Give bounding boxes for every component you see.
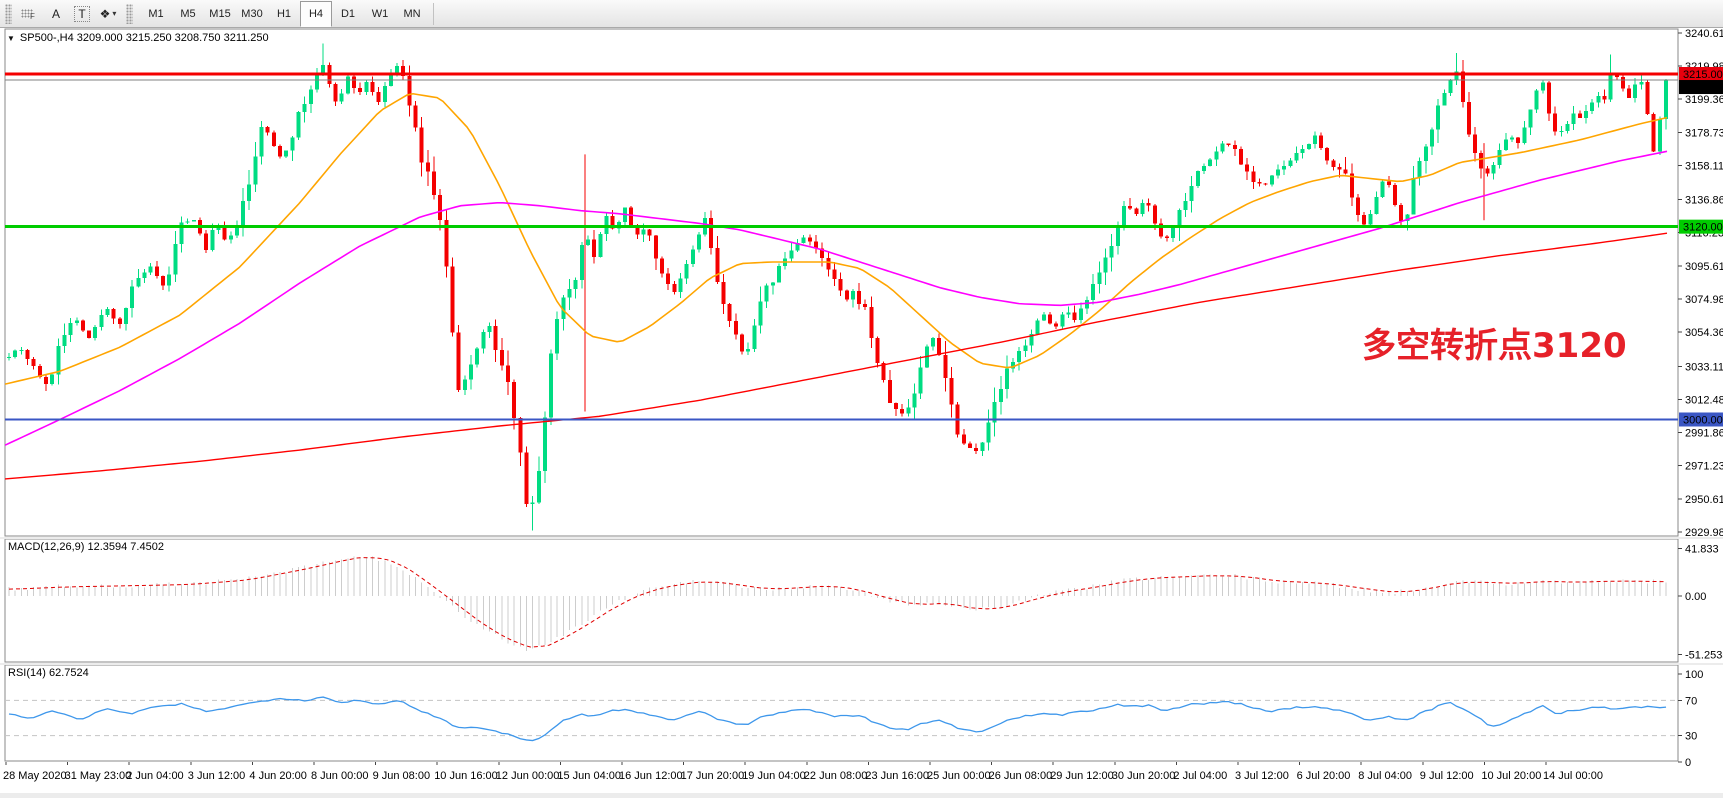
- svg-text:17 Jun 20:00: 17 Jun 20:00: [681, 770, 745, 782]
- svg-text:3054.360: 3054.360: [1685, 327, 1723, 339]
- svg-text:28 May 2020: 28 May 2020: [3, 770, 67, 782]
- rsi-pane: [5, 696, 1678, 742]
- svg-text:2 Jul 04:00: 2 Jul 04:00: [1173, 770, 1227, 782]
- tf-button-M5[interactable]: M5: [180, 7, 196, 20]
- moving-averages: [5, 92, 1668, 480]
- tf-button-M30[interactable]: M30: [241, 7, 263, 20]
- svg-text:3199.360: 3199.360: [1685, 94, 1723, 106]
- price-axis[interactable]: 3240.6103219.9853199.3603178.7353158.110…: [1678, 28, 1723, 539]
- macd-axis[interactable]: 41.833 0.00 -51.2535: [1678, 543, 1723, 661]
- toolbar-drag-handle[interactable]: [5, 3, 12, 24]
- svg-text:12 Jun 00:00: 12 Jun 00:00: [496, 770, 560, 782]
- svg-text:31 May 23:00: 31 May 23:00: [65, 770, 132, 782]
- toolbar-separator: [433, 2, 434, 25]
- tf-button-M15[interactable]: M15: [209, 7, 231, 20]
- svg-text:26 Jun 08:00: 26 Jun 08:00: [989, 770, 1053, 782]
- tf-button-H4[interactable]: H4: [300, 0, 332, 27]
- timeframe-group: M1 M5 M15 M30 H1 H4 D1 W1 MN: [140, 0, 428, 27]
- svg-text:2971.235: 2971.235: [1685, 461, 1723, 473]
- svg-text:9 Jul 12:00: 9 Jul 12:00: [1420, 770, 1474, 782]
- tf-button-W1[interactable]: W1: [371, 7, 389, 20]
- svg-text:15 Jun 04:00: 15 Jun 04:00: [557, 770, 621, 782]
- svg-text:8 Jul 04:00: 8 Jul 04:00: [1358, 770, 1412, 782]
- svg-text:3 Jun 12:00: 3 Jun 12:00: [188, 770, 246, 782]
- svg-text:3178.735: 3178.735: [1685, 127, 1723, 139]
- svg-text:0.00: 0.00: [1685, 591, 1706, 603]
- tf-button-MN[interactable]: MN: [403, 7, 421, 20]
- svg-text:70: 70: [1685, 695, 1697, 707]
- svg-text:29 Jun 12:00: 29 Jun 12:00: [1050, 770, 1114, 782]
- svg-text:3120.000: 3120.000: [1683, 222, 1723, 234]
- macd-pane: [8, 556, 1667, 651]
- svg-text:3158.110: 3158.110: [1685, 160, 1723, 172]
- svg-text:3000.000: 3000.000: [1683, 414, 1723, 426]
- svg-text:3012.485: 3012.485: [1685, 394, 1723, 406]
- svg-text:4 Jun 20:00: 4 Jun 20:00: [249, 770, 307, 782]
- arrows-tool-icon-caret[interactable]: ▾: [112, 9, 117, 18]
- svg-text:3 Jul 12:00: 3 Jul 12:00: [1235, 770, 1289, 782]
- toolbar: F A T ❖ ▾ M1 M5 M15 M30 H1 H4 D1 W1 MN: [0, 0, 1723, 28]
- svg-text:2950.610: 2950.610: [1685, 494, 1723, 506]
- chart-grid-f-icon[interactable]: F: [17, 2, 43, 26]
- chart-canvas[interactable]: 3240.6103219.9853199.3603178.7353158.110…: [0, 28, 1723, 793]
- arrows-tool-icon[interactable]: ❖ ▾: [99, 6, 117, 21]
- svg-text:19 Jun 04:00: 19 Jun 04:00: [742, 770, 806, 782]
- drawing-tools-group: F A T ❖ ▾: [17, 2, 121, 26]
- svg-text:3136.860: 3136.860: [1685, 195, 1723, 207]
- svg-text:0: 0: [1685, 757, 1691, 769]
- svg-text:10 Jun 16:00: 10 Jun 16:00: [434, 770, 498, 782]
- svg-text:30 Jun 20:00: 30 Jun 20:00: [1112, 770, 1176, 782]
- rsi-axis[interactable]: 100 70 30 0: [1678, 669, 1703, 769]
- svg-text:2 Jun 04:00: 2 Jun 04:00: [126, 770, 184, 782]
- timeframe-toolbar-drag-handle[interactable]: [126, 3, 133, 24]
- text-box-t-icon[interactable]: T: [69, 2, 95, 26]
- tf-button-M1[interactable]: M1: [148, 7, 164, 20]
- svg-text:3240.610: 3240.610: [1685, 28, 1723, 40]
- svg-text:25 Jun 00:00: 25 Jun 00:00: [927, 770, 991, 782]
- chart-area[interactable]: 3240.6103219.9853199.3603178.7353158.110…: [0, 28, 1723, 793]
- svg-text:23 Jun 16:00: 23 Jun 16:00: [865, 770, 929, 782]
- svg-text:-51.2535: -51.2535: [1685, 649, 1723, 661]
- svg-text:100: 100: [1685, 669, 1703, 681]
- svg-text:3095.610: 3095.610: [1685, 261, 1723, 273]
- tf-button-H1[interactable]: H1: [276, 7, 292, 20]
- svg-text:10 Jul 20:00: 10 Jul 20:00: [1481, 770, 1541, 782]
- svg-text:22 Jun 08:00: 22 Jun 08:00: [804, 770, 868, 782]
- svg-text:3074.985: 3074.985: [1685, 294, 1723, 306]
- svg-text:41.833: 41.833: [1685, 543, 1719, 555]
- macd-indicator-label: MACD(12,26,9) 12.3594 7.4502: [8, 541, 164, 553]
- svg-text:2929.985: 2929.985: [1685, 527, 1723, 539]
- text-label-a-icon[interactable]: A: [51, 6, 60, 21]
- svg-text:16 Jun 12:00: 16 Jun 12:00: [619, 770, 683, 782]
- svg-text:30: 30: [1685, 731, 1697, 743]
- svg-text:14 Jul 00:00: 14 Jul 00:00: [1543, 770, 1603, 782]
- chart-title: ▼ SP500-,H4 3209.000 3215.250 3208.750 3…: [7, 32, 269, 44]
- svg-text:9 Jun 08:00: 9 Jun 08:00: [373, 770, 431, 782]
- chart-title-text: SP500-,H4 3209.000 3215.250 3208.750 321…: [19, 32, 269, 44]
- panes: [0, 28, 1723, 762]
- tf-button-D1[interactable]: D1: [340, 7, 356, 20]
- annotation-text[interactable]: 多空转折点3120: [1362, 326, 1627, 366]
- symbol-dropdown-icon[interactable]: ▼: [7, 33, 15, 43]
- support-resistance-lines[interactable]: [5, 72, 1678, 421]
- svg-text:3033.110: 3033.110: [1685, 361, 1723, 373]
- rsi-indicator-label: RSI(14) 62.7524: [8, 667, 89, 679]
- svg-text:6 Jul 20:00: 6 Jul 20:00: [1297, 770, 1351, 782]
- svg-text:3211.250: 3211.250: [1683, 82, 1723, 94]
- svg-text:2991.860: 2991.860: [1685, 428, 1723, 440]
- svg-text:8 Jun 00:00: 8 Jun 00:00: [311, 770, 369, 782]
- svg-text:3215.000: 3215.000: [1683, 69, 1723, 81]
